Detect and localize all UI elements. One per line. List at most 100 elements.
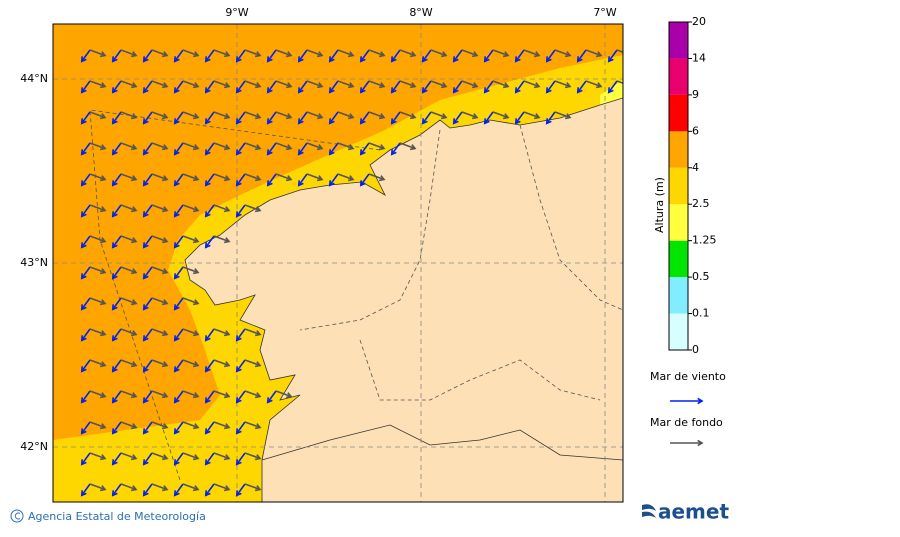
- arrow: [111, 80, 122, 94]
- arrow: [120, 49, 138, 58]
- arrow: [142, 297, 153, 311]
- arrow: [111, 452, 122, 466]
- arrow: [182, 483, 200, 492]
- arrow: [359, 142, 370, 156]
- arrow: [616, 49, 623, 54]
- colorbar-band: [669, 313, 688, 350]
- arrow: [213, 421, 231, 430]
- colorbar-label: 0: [692, 343, 699, 356]
- arrow: [120, 235, 138, 244]
- arrow: [297, 111, 308, 125]
- arrow: [182, 49, 200, 58]
- arrow: [151, 328, 169, 337]
- arrow: [89, 49, 107, 58]
- colorbar-frame: [668, 21, 689, 351]
- arrow: [452, 111, 463, 125]
- arrow: [204, 483, 215, 497]
- arrow: [151, 235, 169, 244]
- arrow: [173, 204, 184, 218]
- arrow: [359, 173, 370, 187]
- arrow: [235, 390, 246, 404]
- arrow: [204, 173, 215, 187]
- arrow: [151, 142, 169, 151]
- arrow: [554, 111, 572, 120]
- arrow: [576, 80, 587, 94]
- arrow: [204, 390, 215, 404]
- arrow: [111, 204, 122, 218]
- arrow: [492, 80, 510, 89]
- arrow: [266, 173, 277, 187]
- arrow: [306, 111, 324, 120]
- arrow: [523, 80, 541, 89]
- arrow: [514, 49, 525, 63]
- arrow: [607, 80, 618, 94]
- arrow: [337, 142, 355, 151]
- arrow: [151, 359, 169, 368]
- arrow: [297, 80, 308, 94]
- arrow: [151, 390, 169, 399]
- arrow: [173, 452, 184, 466]
- arrow: [461, 49, 479, 58]
- arrow: [399, 111, 417, 120]
- arrow: [390, 111, 401, 125]
- arrow: [235, 173, 246, 187]
- arrow: [266, 111, 277, 125]
- arrow: [545, 49, 556, 63]
- arrow: [670, 397, 704, 405]
- arrow: [151, 49, 169, 58]
- arrow: [306, 173, 324, 182]
- arrow: [204, 452, 215, 466]
- arrow: [120, 452, 138, 461]
- arrow: [368, 111, 386, 120]
- arrow: [266, 390, 277, 404]
- arrow: [297, 142, 308, 156]
- arrow: [80, 483, 91, 497]
- colorbar-label: 1.25: [692, 234, 717, 247]
- credit: Agencia Estatal de Meteorología: [28, 510, 206, 523]
- arrow: [213, 142, 231, 151]
- arrow: [275, 142, 293, 151]
- legend-label: Mar de fondo: [650, 416, 723, 429]
- arrow: [204, 111, 215, 125]
- arrow: [483, 49, 494, 63]
- arrow: [120, 266, 138, 275]
- arrow: [213, 483, 231, 492]
- arrow: [244, 204, 262, 213]
- arrow: [120, 297, 138, 306]
- arrow: [545, 80, 556, 94]
- arrow: [111, 111, 122, 125]
- arrow: [483, 80, 494, 94]
- arrow: [452, 80, 463, 94]
- arrow: [182, 142, 200, 151]
- arrow: [182, 452, 200, 461]
- arrow: [80, 266, 91, 280]
- arrow: [182, 390, 200, 399]
- arrow: [89, 297, 107, 306]
- arrow: [399, 142, 417, 151]
- arrow: [173, 142, 184, 156]
- arrow: [306, 142, 324, 151]
- arrow: [328, 49, 339, 63]
- arrow: [213, 80, 231, 89]
- lon-label: 7°W: [593, 6, 616, 19]
- arrow: [173, 80, 184, 94]
- arrow: [328, 111, 339, 125]
- arrow: [111, 483, 122, 497]
- arrow: [182, 235, 200, 244]
- arrow: [89, 328, 107, 337]
- arrow: [585, 49, 603, 58]
- arrow: [173, 328, 184, 342]
- arrow: [120, 421, 138, 430]
- colorbar-band: [669, 240, 688, 278]
- arrow: [89, 421, 107, 430]
- arrow: [235, 204, 246, 218]
- colorbar-title: Altura (m): [653, 177, 666, 233]
- logo-icon: [642, 504, 656, 518]
- arrow: [80, 328, 91, 342]
- colorbar-band: [669, 22, 688, 59]
- arrow: [142, 483, 153, 497]
- arrow: [204, 235, 215, 249]
- arrow: [89, 204, 107, 213]
- arrow: [390, 49, 401, 63]
- arrow: [173, 235, 184, 249]
